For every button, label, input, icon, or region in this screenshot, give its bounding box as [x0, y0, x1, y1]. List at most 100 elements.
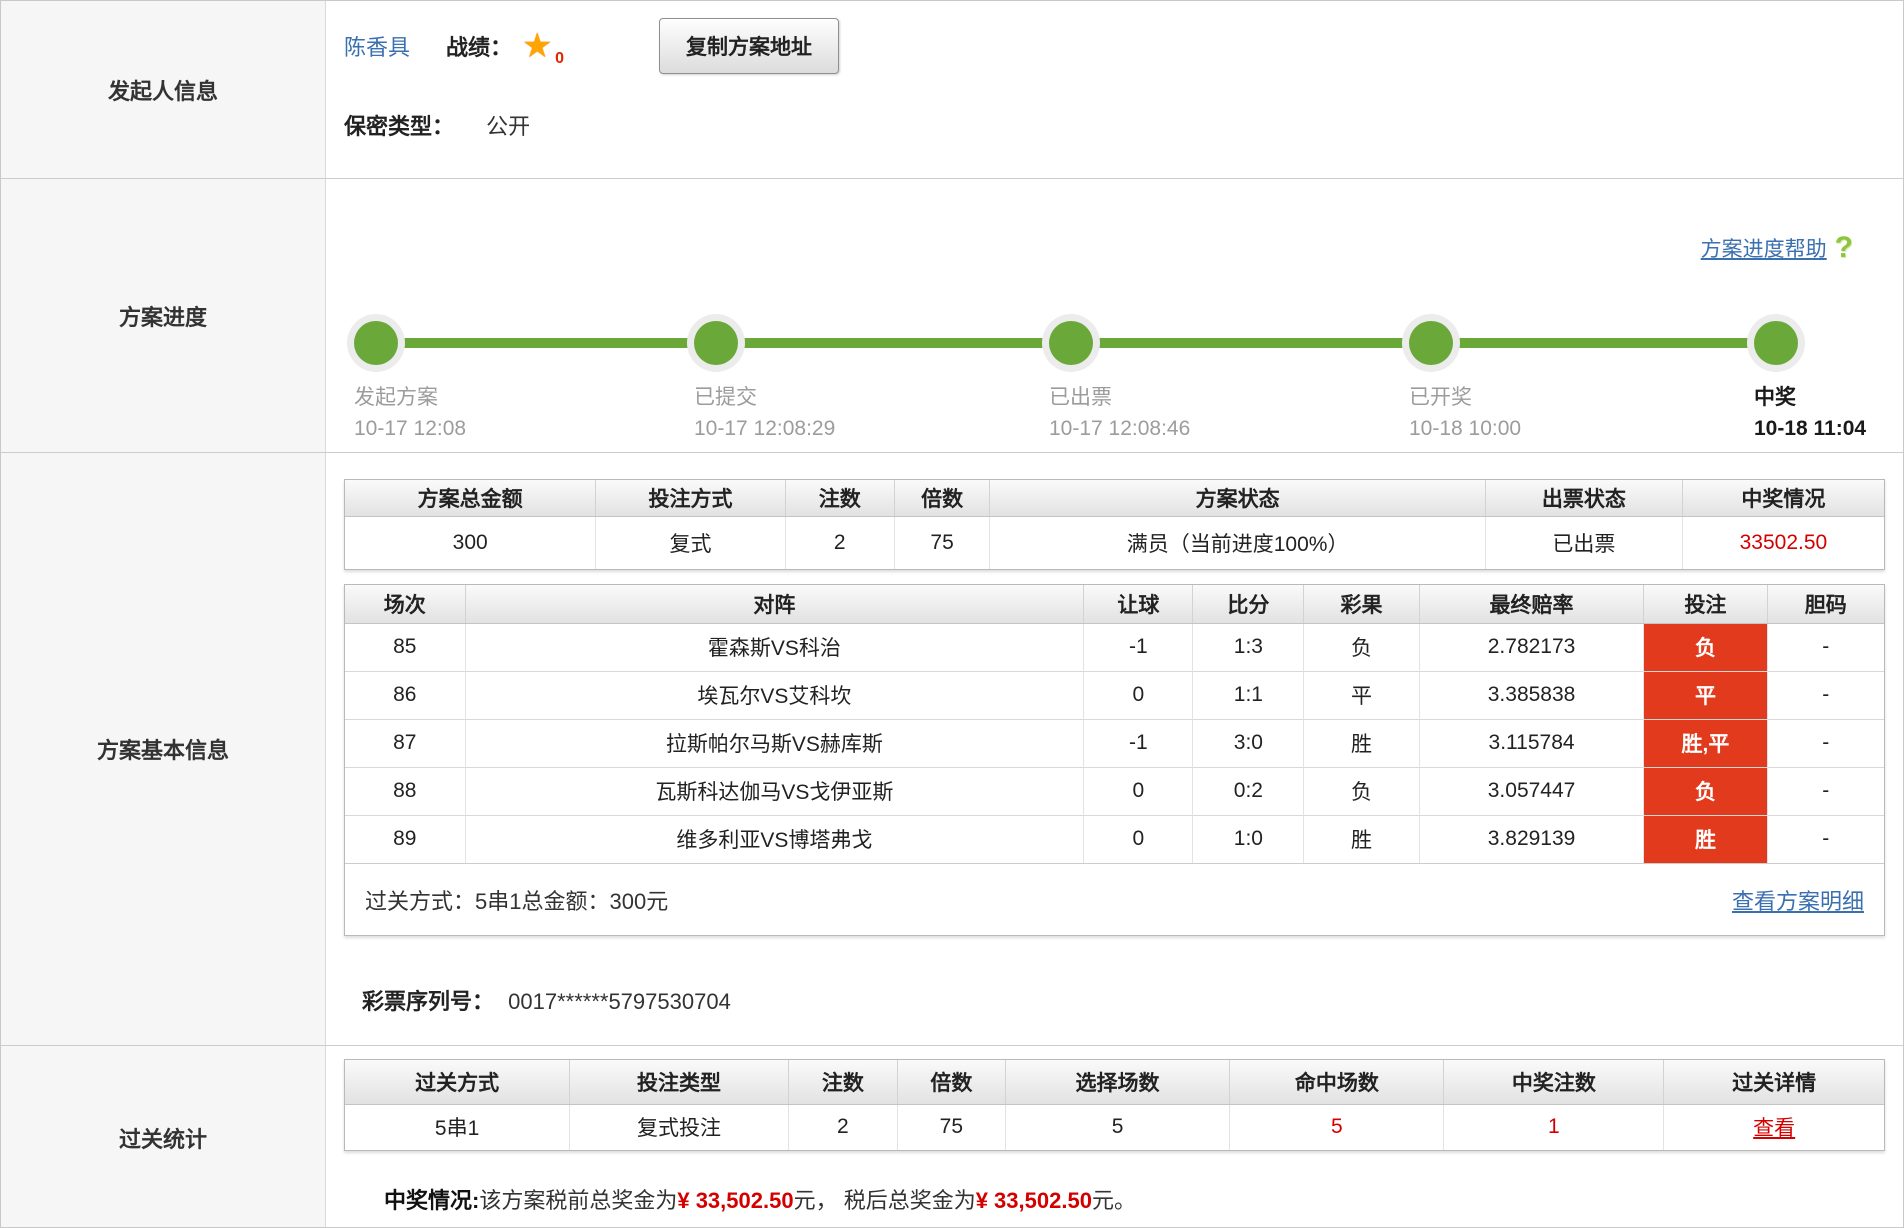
matches-table-box: 场次 对阵 让球 比分 彩果 最终赔率 投注 胆码 85 霍森斯VS科治: [344, 584, 1885, 936]
bet-pick: 胜,平: [1643, 718, 1767, 767]
dan-code: -: [1766, 670, 1884, 719]
match-row: 88 瓦斯科达伽马VS戈伊亚斯 0 0:2 负 3.057447 负 -: [345, 766, 1884, 815]
ticket-serial-row: 彩票序列号： 0017******5797530704: [344, 984, 1885, 1016]
win-stakes-value: 1: [1443, 1103, 1664, 1150]
total-amount-label: 总金额：: [521, 888, 610, 914]
score: 3:0: [1192, 718, 1304, 767]
progress-step-4: 已开奖 10-18 10:00: [1409, 382, 1521, 444]
winning-note-text1: 该方案税前总奖金为: [479, 1188, 678, 1213]
pass-stats-header-row: 过关方式 投注类型 注数 倍数 选择场数 命中场数 中奖注数 过关详情: [345, 1060, 1884, 1105]
pass-stats-content: 过关方式 投注类型 注数 倍数 选择场数 命中场数 中奖注数 过关详情 5串1 …: [326, 1046, 1903, 1227]
summary-data-row: 300 复式 2 75 满员（当前进度100%） 已出票 33502.50: [345, 515, 1884, 569]
step-time: 10-18 10:00: [1409, 417, 1522, 440]
pass-stats-table: 过关方式 投注类型 注数 倍数 选择场数 命中场数 中奖注数 过关详情 5串1 …: [345, 1060, 1884, 1150]
total-amount-value: 300元: [609, 888, 669, 914]
match-row: 85 霍森斯VS科治 -1 1:3 负 2.782173 负 -: [345, 622, 1884, 671]
win-amount-value: 33502.50: [1681, 515, 1884, 569]
basic-info-content: 方案总金额 投注方式 注数 倍数 方案状态 出票状态 中奖情况 300 复式 2: [326, 453, 1903, 1045]
winning-note-text3: 元。: [1091, 1188, 1136, 1213]
progress-dot-4: [1409, 321, 1453, 365]
view-pass-detail-link[interactable]: 查看: [1753, 1117, 1796, 1141]
winning-note-label: 中奖情况:: [384, 1188, 480, 1213]
copy-scheme-address-button[interactable]: 复制方案地址: [659, 18, 840, 74]
col-score: 比分: [1192, 585, 1304, 624]
col-pass-method: 过关方式: [345, 1060, 570, 1105]
col-pass-detail: 过关详情: [1663, 1060, 1884, 1105]
col-odds: 最终赔率: [1418, 585, 1644, 624]
bet-method-value: 复式: [595, 515, 786, 569]
star-badge-count: 0: [555, 50, 565, 67]
odds: 3.057447: [1418, 766, 1644, 815]
question-mark-icon: ?: [1834, 231, 1853, 264]
odds: 3.829139: [1418, 814, 1644, 863]
section-label-initiator: 发起人信息: [1, 1, 326, 178]
step-time: 10-17 12:08: [354, 417, 467, 440]
bet-pick: 胜: [1643, 814, 1767, 863]
dan-code: -: [1766, 622, 1884, 671]
record-label: 战绩：: [446, 35, 513, 60]
record-star-icon: ★ 0: [522, 26, 565, 67]
multiple-value: 75: [896, 1103, 1006, 1150]
ticket-status-value: 已出票: [1484, 515, 1683, 569]
matchup: 埃瓦尔VS艾科坎: [464, 670, 1084, 719]
section-progress: 方案进度 方案进度帮助 ? 发起方案 10-17 12:08 已提交 10-17…: [1, 178, 1903, 452]
section-label-basic-info: 方案基本信息: [1, 453, 326, 1045]
matchup: 拉斯帕尔马斯VS赫库斯: [464, 718, 1084, 767]
bet-pick: 负: [1643, 622, 1767, 671]
progress-help-link[interactable]: 方案进度帮助 ?: [1701, 231, 1853, 265]
matches-footer: 过关方式：5串1总金额：300元 查看方案明细: [345, 863, 1884, 935]
pass-stats-section-title: 过关统计: [118, 1126, 207, 1152]
step-time: 10-17 12:08:46: [1049, 417, 1191, 440]
step-name: 已提交: [694, 386, 757, 409]
handicap: -1: [1083, 718, 1193, 767]
initiator-content: 陈香具 战绩： ★ 0 复制方案地址 保密类型： 公开: [326, 1, 1903, 178]
col-bet-method: 投注方式: [595, 480, 786, 517]
result: 负: [1303, 622, 1420, 671]
col-status: 方案状态: [989, 480, 1486, 517]
progress-help-text[interactable]: 方案进度帮助: [1700, 238, 1827, 261]
step-name: 发起方案: [354, 386, 438, 409]
col-selected: 选择场数: [1004, 1060, 1230, 1105]
multiple-value: 75: [893, 515, 990, 569]
section-basic-info: 方案基本信息 方案总金额 投注方式 注数 倍数: [1, 452, 1903, 1045]
bet-type-value: 复式投注: [569, 1103, 789, 1150]
matchup: 瓦斯科达伽马VS戈伊亚斯: [464, 766, 1084, 815]
username-link[interactable]: 陈香具: [344, 35, 411, 60]
summary-table: 方案总金额 投注方式 注数 倍数 方案状态 出票状态 中奖情况 300 复式 2: [345, 480, 1884, 569]
match-row: 89 维多利亚VS博塔弗戈 0 1:0 胜 3.829139 胜 -: [345, 814, 1884, 863]
match-row: 86 埃瓦尔VS艾科坎 0 1:1 平 3.385838 平 -: [345, 670, 1884, 719]
pretax-amount: ¥ 33,502.50: [677, 1188, 794, 1213]
stake-count-value: 2: [787, 1103, 898, 1150]
bet-pick: 平: [1643, 670, 1767, 719]
bet-pick: 负: [1643, 766, 1767, 815]
col-stake-count: 注数: [787, 1060, 898, 1105]
view-scheme-detail-link[interactable]: 查看方案明细: [1731, 888, 1864, 914]
progress-dot-5: [1754, 321, 1798, 365]
star-icon: ★: [522, 27, 553, 65]
summary-header-row: 方案总金额 投注方式 注数 倍数 方案状态 出票状态 中奖情况: [345, 480, 1884, 517]
odds: 3.115784: [1418, 718, 1644, 767]
step-time: 10-17 12:08:29: [694, 417, 836, 440]
score: 0:2: [1192, 766, 1304, 815]
result: 负: [1303, 766, 1420, 815]
step-name: 中奖: [1754, 386, 1796, 409]
initiator-section-title: 发起人信息: [107, 78, 218, 104]
step-time: 10-18 11:04: [1754, 417, 1867, 440]
section-label-pass-stats: 过关统计: [1, 1046, 326, 1227]
progress-dot-3: [1049, 321, 1093, 365]
col-total-amount: 方案总金额: [345, 480, 596, 517]
matches-header-row: 场次 对阵 让球 比分 彩果 最终赔率 投注 胆码: [345, 585, 1884, 624]
progress-step-2: 已提交 10-17 12:08:29: [694, 382, 835, 444]
dan-code: -: [1766, 718, 1884, 767]
progress-step-5-current: 中奖 10-18 11:04: [1754, 382, 1866, 444]
matchup: 霍森斯VS科治: [464, 622, 1084, 671]
serial-label: 彩票序列号：: [362, 989, 495, 1014]
step-name: 已出票: [1049, 386, 1112, 409]
handicap: 0: [1083, 766, 1193, 815]
dan-code: -: [1766, 814, 1884, 863]
initiator-row: 陈香具 战绩： ★ 0 复制方案地址: [326, 17, 1903, 75]
summary-table-box: 方案总金额 投注方式 注数 倍数 方案状态 出票状态 中奖情况 300 复式 2: [344, 479, 1885, 570]
score: 1:3: [1192, 622, 1304, 671]
handicap: 0: [1083, 670, 1193, 719]
